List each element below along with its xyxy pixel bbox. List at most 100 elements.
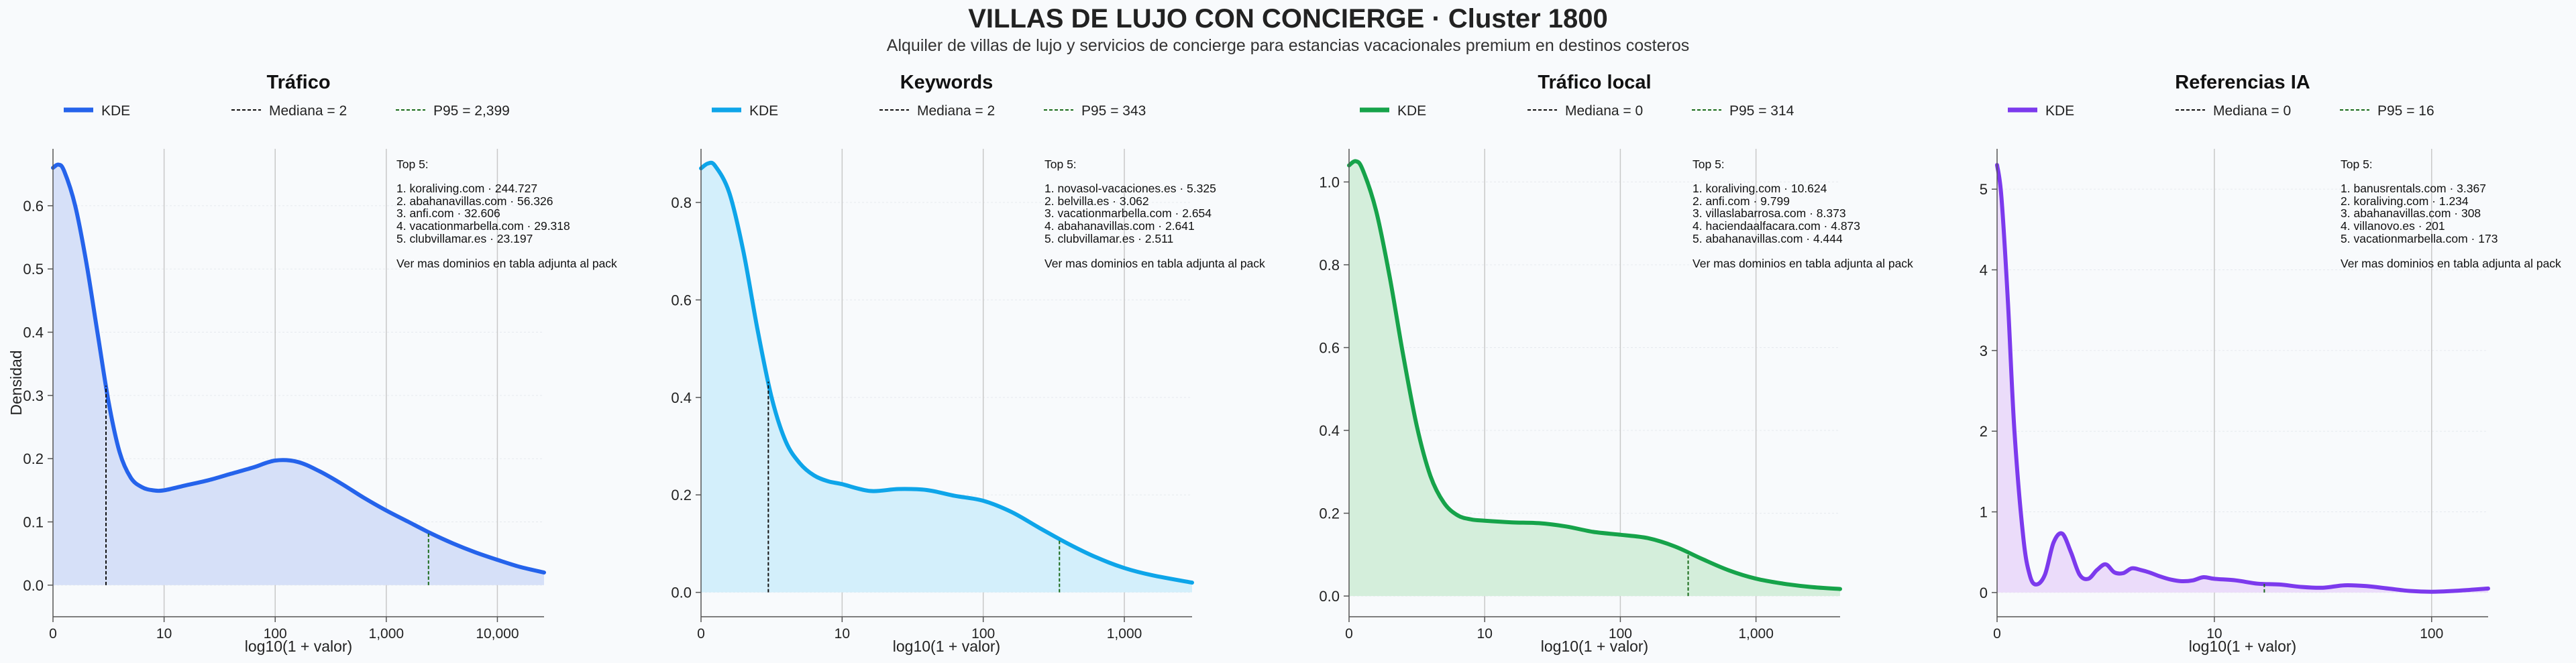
- annotation-line: 2. koraliving.com · 1.234: [2341, 194, 2469, 208]
- legend-label-median: Mediana = 0: [1565, 103, 1643, 119]
- x-tick-label: 10: [1477, 626, 1493, 642]
- y-tick-label: 0.8: [671, 194, 692, 211]
- x-tick-label: 100: [971, 626, 995, 642]
- kde-area: [1349, 161, 1840, 597]
- y-axis-label: Densidad: [7, 350, 25, 415]
- legend-label-p95: P95 = 343: [1081, 103, 1146, 119]
- annotation-line: 4. vacationmarbella.com · 29.318: [396, 219, 570, 233]
- x-axis-label: log10(1 + valor): [1541, 638, 1648, 655]
- plot-area: [1997, 149, 2488, 617]
- y-tick-label: 3: [1980, 343, 1988, 359]
- x-tick-label: 100: [1609, 626, 1632, 642]
- chart-panel-4: Referencias IA KDE Mediana = 0 P95 = 16 0 1 2 3…: [1980, 72, 2561, 655]
- x-tick-label: 0: [697, 626, 705, 642]
- y-tick-label: 0.3: [23, 387, 44, 404]
- x-tick-label: 100: [2420, 626, 2443, 642]
- legend-label-p95: P95 = 2,399: [433, 103, 510, 119]
- annotation-line: 5. clubvillamar.es · 2.511: [1044, 232, 1173, 245]
- annotation-line: Top 5:: [1693, 158, 1725, 171]
- y-tick-label: 2: [1980, 423, 1988, 440]
- legend-label-median: Mediana = 2: [917, 103, 995, 119]
- annotation-line: 1. koraliving.com · 244.727: [396, 182, 537, 195]
- y-tick-label: 0.0: [671, 585, 692, 601]
- x-axis-label: log10(1 + valor): [245, 638, 352, 655]
- legend-label-kde: KDE: [1397, 103, 1426, 119]
- annotation-line: Top 5:: [1044, 158, 1077, 171]
- legend-label-median: Mediana = 2: [269, 103, 347, 119]
- annotation-line: Ver mas dominios en tabla adjunta al pac…: [1044, 257, 1265, 270]
- y-tick-label: 0.4: [671, 389, 692, 406]
- chart-panel-3: Tráfico local KDE Mediana = 0 P95 = 314 0.0 0…: [1319, 72, 1913, 655]
- legend-label-p95: P95 = 314: [1729, 103, 1794, 119]
- x-tick-label: 1,000: [1738, 626, 1774, 642]
- y-tick-label: 0.5: [23, 261, 44, 278]
- y-tick-label: 1.0: [1319, 174, 1340, 190]
- legend-label-median: Mediana = 0: [2213, 103, 2291, 119]
- y-tick-label: 4: [1980, 262, 1988, 279]
- y-tick-label: 5: [1980, 181, 1988, 198]
- y-tick-label: 0.4: [1319, 422, 1340, 439]
- y-tick-label: 0.6: [671, 292, 692, 308]
- annotation-line: Top 5:: [396, 158, 429, 171]
- kde-line: [1995, 163, 2490, 594]
- x-tick-label: 100: [264, 626, 287, 642]
- annotation-line: 5. clubvillamar.es · 23.197: [396, 232, 533, 245]
- legend: KDE Mediana = 0 P95 = 314: [1360, 103, 1794, 119]
- chart-title: Tráfico local: [1538, 72, 1651, 93]
- x-tick-label: 0: [1345, 626, 1353, 642]
- legend-label-kde: KDE: [749, 103, 778, 119]
- legend: KDE Mediana = 2 P95 = 343: [712, 103, 1146, 119]
- annotation-line: 3. abahanavillas.com · 308: [2341, 206, 2481, 220]
- legend-label-kde: KDE: [101, 103, 130, 119]
- x-tick-label: 0: [49, 626, 57, 642]
- x-axis-label: log10(1 + valor): [2189, 638, 2296, 655]
- x-tick-label: 10: [156, 626, 172, 642]
- annotation-line: 2. abahanavillas.com · 56.326: [396, 194, 553, 208]
- chart-title: Referencias IA: [2175, 72, 2310, 93]
- x-tick-label: 10,000: [476, 626, 519, 642]
- chart-title: Tráfico: [266, 72, 330, 93]
- annotation-line: Ver mas dominios en tabla adjunta al pac…: [2341, 257, 2561, 270]
- y-tick-label: 0.6: [23, 198, 44, 215]
- x-axis-label: log10(1 + valor): [893, 638, 1000, 655]
- page-title: VILLAS DE LUJO CON CONCIERGE · Cluster 1…: [968, 4, 1608, 34]
- y-tick-label: 0.0: [1319, 588, 1340, 605]
- kde-line: [699, 160, 1194, 585]
- annotation-line: 1. banusrentals.com · 3.367: [2341, 182, 2486, 195]
- x-tick-label: 10: [2206, 626, 2222, 642]
- x-tick-label: 10: [835, 626, 850, 642]
- annotation-line: 3. anfi.com · 32.606: [396, 206, 500, 220]
- annotation-line: 2. anfi.com · 9.799: [1693, 194, 1790, 208]
- annotation-line: 1. koraliving.com · 10.624: [1693, 182, 1827, 195]
- x-tick-label: 1,000: [369, 626, 405, 642]
- annotation-line: 3. villaslabarrosa.com · 8.373: [1693, 206, 1846, 220]
- kde-area: [53, 164, 544, 585]
- annotation-line: 5. vacationmarbella.com · 173: [2341, 232, 2498, 245]
- y-tick-label: 0.0: [23, 577, 44, 594]
- annotation-line: 1. novasol-vacaciones.es · 5.325: [1044, 182, 1216, 195]
- y-tick-label: 0.2: [23, 450, 44, 467]
- annotation-line: 4. villanovo.es · 201: [2341, 219, 2445, 233]
- kde-area: [701, 162, 1192, 593]
- chart-panel-2: Keywords KDE Mediana = 2 P95 = 343 0.0 0.2 0.4…: [671, 72, 1265, 655]
- y-tick-label: 0.2: [1319, 505, 1340, 522]
- y-tick-label: 0.6: [1319, 339, 1340, 356]
- legend: KDE Mediana = 2 P95 = 2,399: [64, 103, 510, 119]
- page-subtitle: Alquiler de villas de lujo y servicios d…: [886, 36, 1690, 55]
- legend-label-p95: P95 = 16: [2377, 103, 2434, 119]
- y-tick-label: 1: [1980, 504, 1988, 521]
- annotation-line: 3. vacationmarbella.com · 2.654: [1044, 206, 1212, 220]
- y-tick-label: 0.4: [23, 324, 44, 341]
- y-tick-label: 0.1: [23, 514, 44, 531]
- chart-panel-1: Tráfico KDE Mediana = 2 P95 = 2,399 0.0 0.1 0.…: [7, 72, 617, 655]
- chart-title: Keywords: [900, 72, 994, 93]
- annotation-line: 5. abahanavillas.com · 4.444: [1693, 232, 1843, 245]
- annotation-line: 4. abahanavillas.com · 2.641: [1044, 219, 1195, 233]
- annotation-line: Top 5:: [2341, 158, 2373, 171]
- annotation-line: Ver mas dominios en tabla adjunta al pac…: [1693, 257, 1913, 270]
- x-tick-label: 0: [1993, 626, 2001, 642]
- annotation-line: 4. haciendaalfacara.com · 4.873: [1693, 219, 1860, 233]
